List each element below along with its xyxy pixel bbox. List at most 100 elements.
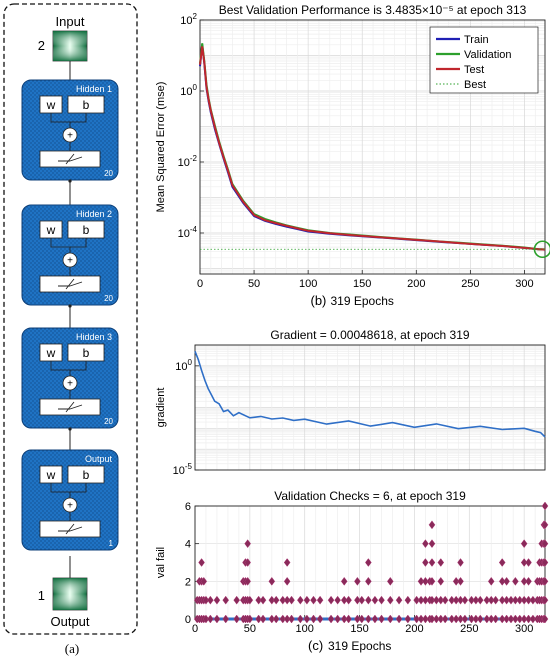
connector-dot (68, 179, 72, 183)
val-fail-point (246, 614, 254, 624)
val-fail-point (498, 614, 506, 624)
val-fail-point (529, 595, 537, 605)
x-tick-label: 250 (460, 623, 478, 635)
val-fail-point (334, 614, 341, 624)
weight-label: w (46, 346, 56, 360)
layer-name: Output (85, 454, 113, 464)
layer-size: 20 (104, 417, 113, 426)
input-count: 2 (38, 38, 45, 53)
val-fail-point (422, 595, 429, 605)
val-fail-point (516, 614, 524, 624)
val-fail-point (386, 614, 394, 624)
val-fail-point (222, 595, 230, 605)
val-fail-point (310, 595, 317, 605)
val-fail-point (272, 595, 280, 605)
val-fail-point (541, 520, 549, 530)
val-fail-point (378, 614, 385, 624)
val-fail-point (483, 595, 491, 605)
val-fail-point (340, 614, 348, 624)
val-fail-point (233, 595, 241, 605)
val-fail-point (268, 576, 276, 586)
y-tick-label: 100 (175, 358, 192, 373)
val-fail-point (428, 614, 436, 624)
val-fail-point (255, 595, 262, 605)
weight-label: w (46, 98, 56, 112)
transfer-function-icon (58, 401, 83, 413)
val-fail-point (541, 614, 549, 624)
val-fail-point (345, 614, 352, 624)
val-fail-point (200, 576, 208, 586)
layer-size: 1 (109, 539, 114, 548)
x-axis-label: 319 Epochs (331, 294, 394, 308)
val-fail-point (354, 595, 361, 605)
chart-title: Gradient = 0.00048618, at epoch 319 (270, 330, 469, 342)
val-fail-point (476, 595, 484, 605)
val-fail-point (354, 576, 361, 586)
val-fail-point (255, 614, 262, 624)
val-fail-point (441, 614, 449, 624)
val-fail-point (468, 595, 475, 605)
connector-dot (68, 427, 72, 431)
x-tick-label: 100 (296, 623, 314, 635)
x-tick-label: 150 (353, 278, 371, 290)
val-fail-point (386, 595, 394, 605)
bias-label: b (83, 223, 90, 237)
val-fail-point (487, 614, 495, 624)
val-fail-point (288, 614, 295, 624)
val-fail-point (207, 595, 214, 605)
val-fail-point (541, 595, 549, 605)
val-fail-point (457, 558, 464, 567)
val-fail-point (428, 576, 436, 586)
val-fail-point (525, 595, 532, 605)
val-fail-point (222, 614, 230, 624)
val-fail-point (503, 614, 510, 624)
x-tick-label: 150 (350, 623, 368, 635)
val-fail-point (334, 595, 341, 605)
sum-symbol: + (67, 501, 73, 512)
layer-block-4: Output w b +1 (21, 449, 119, 551)
val-fail-point (516, 595, 524, 605)
val-fail-point (303, 614, 311, 624)
val-fail-point (259, 595, 267, 605)
x-tick-label: 0 (192, 623, 198, 635)
val-fail-point (371, 595, 379, 605)
val-fail-point (525, 614, 532, 624)
output-node (52, 577, 88, 611)
val-fail-point (541, 576, 549, 586)
layer-name: Hidden 1 (76, 84, 112, 94)
val-fail-point (428, 539, 436, 549)
val-fail-point (503, 576, 510, 586)
val-fail-point (487, 595, 495, 605)
val-fail-point (303, 595, 311, 605)
val-fail-point (457, 576, 464, 586)
transfer-function-icon (58, 153, 83, 165)
caption: (b) (311, 293, 327, 308)
val-fail-point (461, 595, 469, 605)
val-fail-point (340, 576, 348, 586)
val-fail-point (428, 558, 436, 567)
val-fail-point (413, 614, 420, 624)
val-fail-point (244, 576, 251, 586)
layer-block-1: Hidden 1 w b +20 (21, 79, 119, 181)
legend-label: Best (464, 79, 486, 91)
val-fail-point (279, 595, 287, 605)
val-fail-point (327, 595, 335, 605)
layer-name: Hidden 3 (76, 332, 112, 342)
val-fail-point (541, 558, 549, 567)
y-axis-label: val fail (155, 547, 167, 578)
val-fail-point (233, 614, 241, 624)
bias-label: b (83, 468, 90, 482)
y-axis-label: gradient (155, 388, 167, 428)
val-fail-point (365, 576, 372, 586)
val-fail-point (433, 614, 440, 624)
val-fail-point (354, 614, 361, 624)
val-fail-point (428, 595, 436, 605)
val-fail-point (198, 558, 205, 567)
diagram-frame (3, 3, 138, 635)
val-fail-point (268, 595, 276, 605)
x-tick-label: 100 (299, 278, 317, 290)
series-line-test (199, 46, 546, 251)
y-tick-label: 10-4 (178, 225, 198, 240)
val-fail-point (472, 595, 480, 605)
